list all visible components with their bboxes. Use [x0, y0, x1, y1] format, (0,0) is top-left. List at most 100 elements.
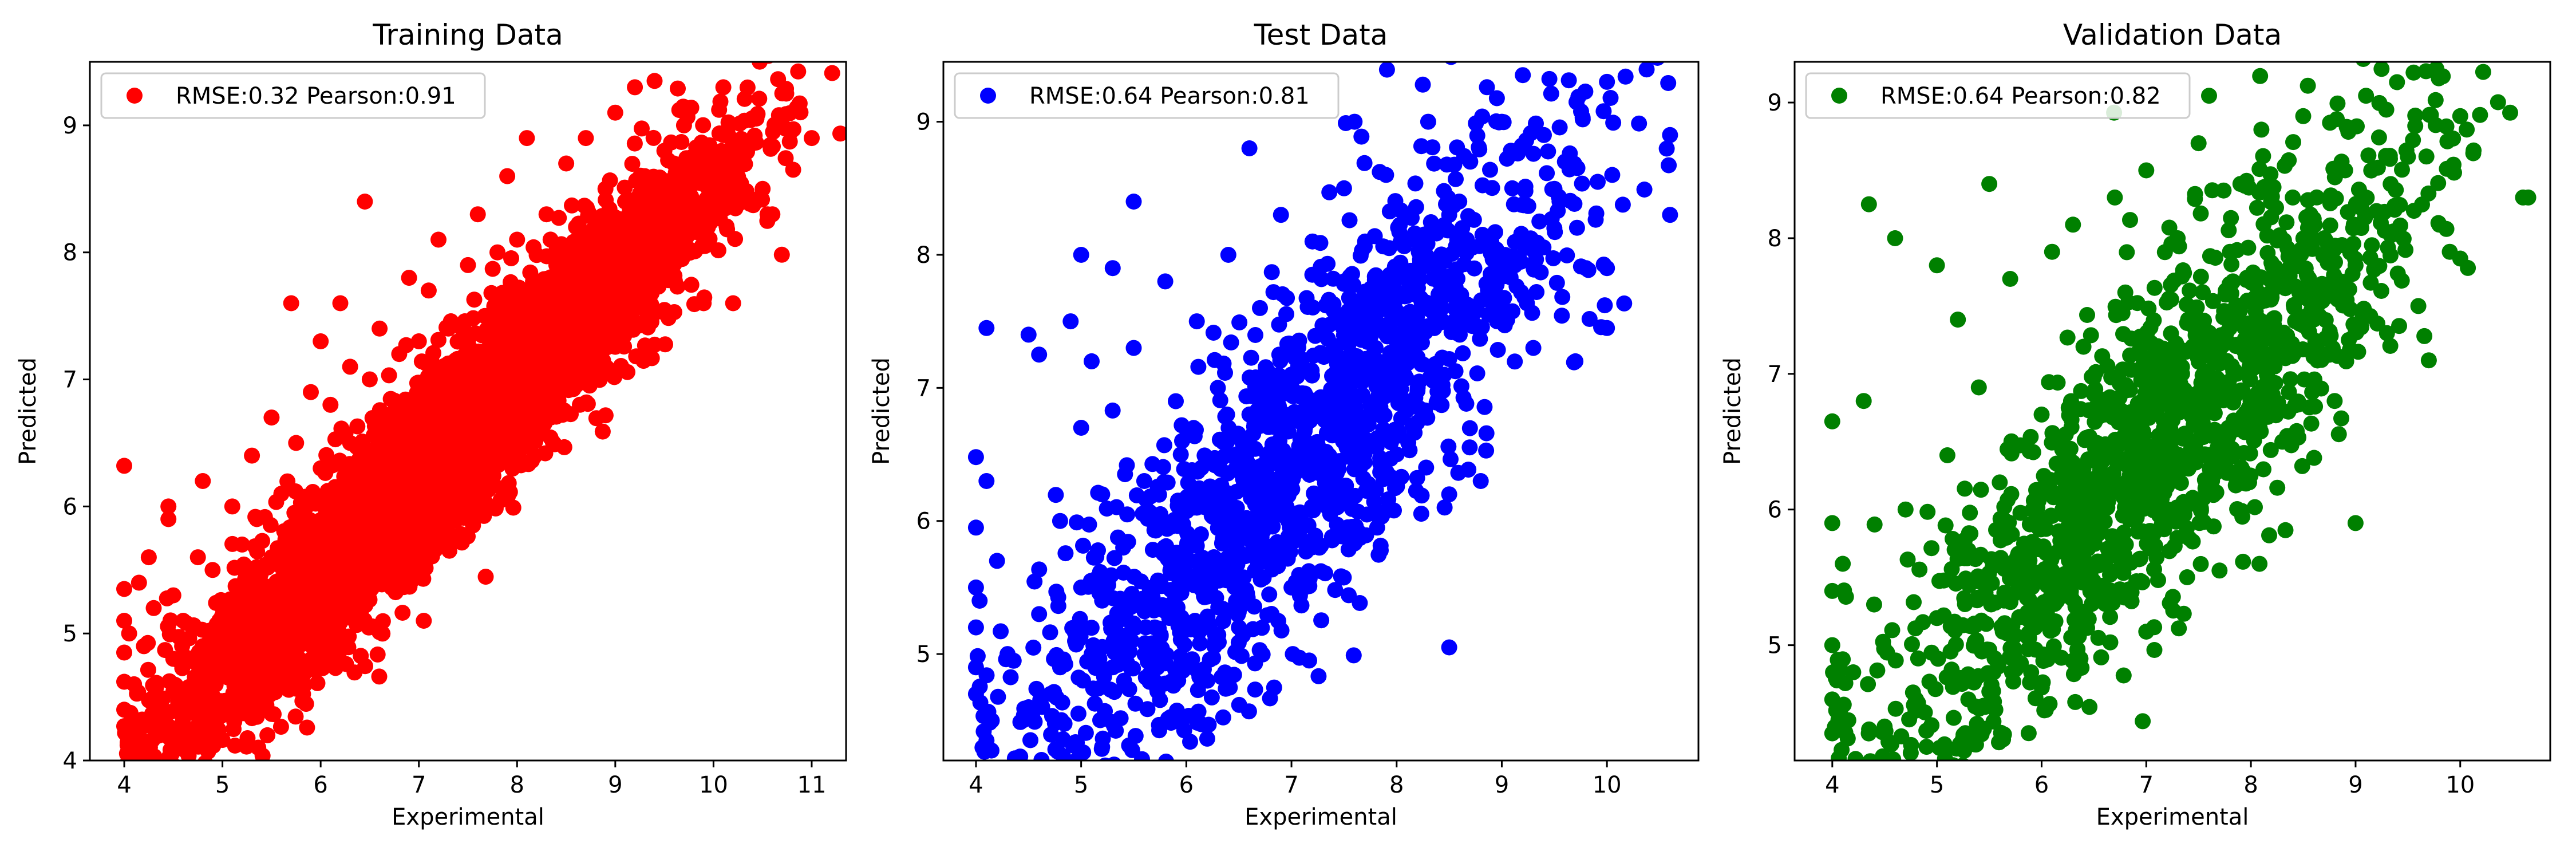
- data-point: [504, 460, 521, 477]
- data-point: [675, 98, 692, 115]
- data-point: [441, 542, 457, 559]
- data-point: [789, 99, 805, 116]
- data-point: [232, 688, 249, 705]
- data-point: [430, 332, 447, 348]
- data-point: [697, 238, 713, 254]
- data-point: [171, 629, 187, 645]
- data-point: [520, 456, 537, 472]
- data-point: [611, 298, 627, 314]
- data-point: [657, 336, 673, 353]
- data-point: [346, 541, 362, 558]
- data-point: [381, 367, 397, 384]
- data-point: [357, 658, 373, 675]
- data-point: [197, 726, 214, 742]
- data-point: [165, 683, 181, 700]
- data-point: [349, 418, 366, 435]
- data-point: [503, 250, 519, 266]
- data-point: [118, 803, 135, 819]
- data-point: [526, 239, 542, 255]
- data-point: [280, 593, 297, 609]
- data-point: [683, 277, 700, 293]
- data-point: [628, 348, 645, 365]
- data-point: [417, 355, 434, 372]
- data-point: [536, 271, 552, 287]
- data-point: [149, 788, 165, 804]
- data-point: [537, 295, 554, 312]
- data-point: [123, 826, 139, 842]
- data-point: [484, 261, 501, 277]
- data-point: [347, 472, 364, 488]
- data-point: [713, 143, 730, 159]
- data-point: [313, 528, 329, 545]
- data-point: [413, 400, 429, 416]
- data-point: [509, 317, 526, 333]
- data-point: [576, 198, 592, 214]
- data-point: [752, 62, 768, 70]
- data-point: [371, 668, 388, 685]
- data-point: [564, 197, 580, 214]
- data-point: [266, 681, 282, 698]
- data-point: [227, 738, 243, 754]
- data-point: [572, 396, 588, 413]
- data-point: [282, 564, 299, 580]
- data-point: [503, 274, 519, 290]
- data-point: [128, 798, 144, 814]
- data-point: [254, 747, 271, 761]
- data-point: [251, 561, 268, 577]
- data-point: [457, 313, 473, 329]
- data-point: [398, 420, 414, 437]
- data-point: [189, 775, 205, 791]
- data-point: [777, 150, 794, 167]
- data-point: [594, 423, 611, 440]
- scatter-points: [116, 2, 886, 852]
- data-point: [542, 231, 559, 248]
- data-point: [773, 246, 790, 263]
- data-point: [131, 830, 147, 846]
- data-point: [197, 736, 214, 753]
- data-point: [551, 210, 567, 226]
- data-point: [626, 135, 643, 152]
- data-point: [646, 196, 662, 213]
- data-point: [127, 823, 143, 839]
- data-point: [409, 384, 425, 401]
- data-point: [349, 617, 365, 633]
- data-point: [716, 175, 732, 192]
- data-point: [535, 320, 551, 337]
- data-point: [577, 364, 594, 381]
- data-point: [682, 149, 699, 166]
- data-point: [568, 377, 584, 393]
- data-point: [466, 291, 483, 308]
- data-point: [123, 836, 139, 852]
- data-point: [172, 787, 188, 803]
- data-point: [199, 767, 215, 783]
- data-point: [870, 23, 886, 40]
- data-point: [168, 764, 184, 780]
- data-point: [147, 765, 163, 781]
- data-point: [160, 800, 176, 816]
- data-point: [259, 727, 276, 743]
- data-point: [629, 225, 645, 242]
- data-point: [266, 706, 282, 723]
- data-point: [800, 2, 816, 18]
- data-point: [624, 156, 641, 172]
- data-point: [491, 330, 507, 347]
- data-point: [623, 250, 639, 267]
- data-point: [751, 90, 768, 107]
- data-point: [226, 559, 243, 576]
- data-point: [778, 85, 795, 102]
- data-point: [784, 122, 800, 139]
- data-point: [139, 774, 155, 790]
- data-point: [505, 499, 521, 516]
- data-point: [295, 686, 311, 702]
- data-point: [738, 183, 754, 199]
- data-point: [140, 661, 156, 678]
- data-point: [710, 242, 726, 259]
- data-point: [143, 761, 159, 777]
- data-point: [248, 708, 265, 725]
- data-point: [588, 410, 605, 427]
- data-point: [634, 120, 650, 137]
- data-point: [477, 569, 494, 585]
- data-point: [397, 433, 413, 450]
- data-point: [118, 807, 134, 823]
- data-point: [167, 783, 183, 799]
